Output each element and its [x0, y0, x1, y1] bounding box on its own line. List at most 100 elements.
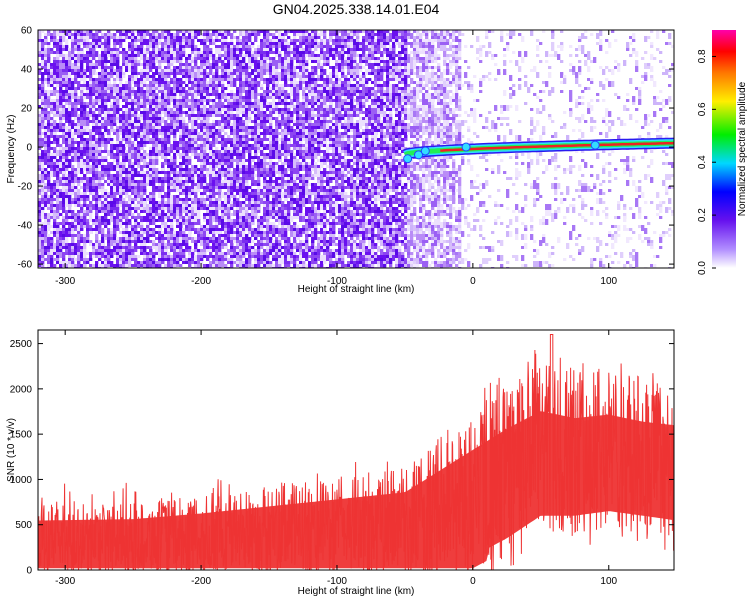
- spectrogram-cell: [110, 237, 114, 240]
- spectrogram-cell: [170, 117, 174, 120]
- spectrogram-cell: [95, 96, 99, 99]
- spectrogram-cell: [185, 225, 189, 228]
- spectrogram-cell: [149, 213, 153, 216]
- spectrogram-cell: [62, 39, 66, 42]
- spectrogram-cell: [119, 201, 123, 204]
- spectrogram-cell: [128, 183, 132, 186]
- spectrogram-cell: [140, 105, 144, 108]
- spectrogram-cell: [104, 102, 108, 105]
- spectrogram-cell: [116, 108, 120, 111]
- spectrogram-cell: [170, 255, 174, 258]
- spectrogram-cell: [83, 219, 87, 222]
- spectrogram-cell: [224, 72, 228, 75]
- spectrogram-cell: [173, 219, 177, 222]
- spectrogram-cell: [188, 69, 192, 75]
- spectrogram-cell: [149, 252, 153, 255]
- spectrogram-cell: [77, 162, 81, 168]
- spectrogram-cell: [266, 120, 270, 123]
- spectrogram-cell: [158, 147, 162, 150]
- spectrogram-cell: [68, 228, 72, 231]
- spectrogram-cell: [203, 57, 207, 60]
- spectrogram-cell: [242, 228, 246, 231]
- spectrogram-cell: [245, 222, 249, 225]
- spectrogram-cell: [101, 93, 105, 99]
- spectrogram-cell: [71, 36, 75, 39]
- spectrogram-cell: [215, 228, 219, 231]
- spectrogram-cell: [248, 198, 252, 201]
- spectrogram-cell: [176, 90, 180, 93]
- spectrogram-cell: [194, 108, 198, 111]
- spectrogram-cell: [224, 48, 228, 51]
- spectrogram-cell: [56, 225, 60, 228]
- spectrogram-cell: [155, 84, 159, 87]
- spectrogram-cell: [92, 126, 96, 129]
- spectrogram-cell: [74, 153, 78, 156]
- spectrogram-cell: [44, 228, 48, 231]
- spectrogram-cell: [188, 261, 192, 267]
- spectrogram-cell: [74, 249, 78, 252]
- spectrogram-cell: [206, 186, 210, 189]
- spectrogram-cell: [257, 99, 261, 102]
- spectrogram-cell: [101, 57, 105, 60]
- spectrogram-cell: [206, 39, 210, 42]
- spectrogram-cell: [182, 42, 186, 45]
- spectrogram-cell: [134, 48, 138, 51]
- spectrogram-cell: [200, 33, 204, 36]
- spectrogram-cell: [182, 183, 186, 186]
- spectrogram-cell: [95, 261, 99, 264]
- spectrogram-cell: [191, 165, 195, 171]
- spectrogram-cell: [197, 240, 201, 243]
- spectrogram-cell: [182, 171, 186, 174]
- spectrogram-cell: [188, 168, 192, 171]
- spectrogram-cell: [137, 225, 141, 228]
- spectrogram-cell: [152, 66, 156, 69]
- spectrogram-cell: [140, 264, 144, 268]
- spectrogram-cell: [224, 228, 228, 231]
- spectrogram-cell: [167, 141, 171, 144]
- spectrogram-cell: [215, 207, 219, 210]
- spectrogram-cell: [245, 90, 249, 96]
- spectrogram-cell: [59, 153, 63, 156]
- spectrogram-cell: [68, 180, 72, 183]
- spectrogram-cell: [158, 186, 162, 189]
- spectrogram-cell: [170, 111, 174, 114]
- spectrogram-cell: [47, 105, 51, 108]
- spectrogram-cell: [191, 210, 195, 213]
- spectrogram-cell: [233, 252, 237, 255]
- spectrogram-cell: [137, 105, 141, 111]
- spectrogram-cell: [188, 222, 192, 225]
- spectrogram-cell: [182, 69, 186, 72]
- spectrogram-cell: [101, 207, 105, 210]
- spectrogram-cell: [176, 126, 180, 132]
- spectrogram-cell: [134, 126, 138, 129]
- spectrogram-cell: [257, 135, 261, 138]
- spectrogram-cell: [152, 192, 156, 195]
- spectrogram-cell: [152, 30, 156, 33]
- spectrogram-cell: [221, 66, 225, 69]
- spectrogram-cell: [110, 96, 114, 99]
- spectrogram-cell: [47, 162, 51, 165]
- spectrogram-cell: [251, 33, 255, 36]
- spectrogram-cell: [188, 192, 192, 195]
- spectrogram-cell: [245, 117, 249, 120]
- spectrogram-cell: [68, 117, 72, 120]
- spectrogram-cell: [224, 165, 228, 168]
- spectrogram-cell: [107, 72, 111, 75]
- spectrogram-cell: [116, 201, 120, 204]
- spectrogram-cell: [122, 210, 126, 213]
- spectrogram-cell: [137, 135, 141, 138]
- spectrogram-cell: [215, 162, 219, 165]
- spectrogram-cell: [242, 255, 246, 258]
- spectrogram-cell: [137, 123, 141, 126]
- spectrogram-cell: [266, 96, 270, 99]
- spectrogram-cell: [53, 87, 57, 90]
- spectrogram-cell: [224, 198, 228, 201]
- spectrogram-cell: [146, 168, 150, 171]
- spectrogram-cell: [134, 75, 138, 81]
- spectrogram-cell: [233, 51, 237, 54]
- spectrogram-cell: [131, 87, 135, 90]
- spectrogram-cell: [227, 201, 231, 204]
- spectrogram-cell: [59, 261, 63, 264]
- spectrogram-cell: [191, 123, 195, 129]
- spectrogram-cell: [56, 228, 60, 231]
